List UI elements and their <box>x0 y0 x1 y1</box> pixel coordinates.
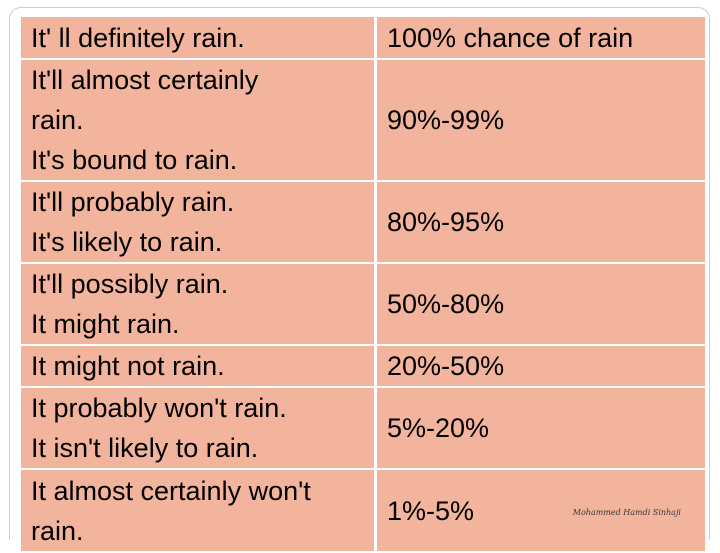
rain-probability-table: It' ll definitely rain. 100% chance of r… <box>21 17 705 553</box>
table-row: It' ll definitely rain. 100% chance of r… <box>21 17 705 60</box>
probability-cell: 5%-20% <box>375 387 705 470</box>
phrase-text: It'll probably rain. <box>31 187 235 217</box>
phrase-cell: It'll almost certainly rain. It's bound … <box>21 59 377 182</box>
phrase-text: It' ll definitely rain. <box>31 22 245 53</box>
phrase-text: It almost certainly won't <box>31 475 311 506</box>
phrase-text: rain. <box>31 105 84 135</box>
probability-cell: 20%-50% <box>375 345 705 388</box>
table-row: It probably won't rain. It isn't likely … <box>21 387 705 470</box>
probability-cell: 100% chance of rain <box>375 17 705 60</box>
probability-cell: 90%-99% <box>375 59 705 182</box>
phrase-cell: It probably won't rain. It isn't likely … <box>21 387 377 470</box>
phrase-text: It probably won't rain. <box>31 393 287 423</box>
phrase-text: It'll possibly rain. <box>31 269 229 299</box>
phrase-text: It isn't likely to rain. <box>31 433 259 463</box>
probability-text: 50%-80% <box>387 289 505 319</box>
phrase-cell: It'll probably rain. It's likely to rain… <box>21 181 377 264</box>
probability-text: 5%-20% <box>387 413 490 443</box>
table-row: It'll almost certainly rain. It's bound … <box>21 59 705 182</box>
probability-text: 20%-50% <box>387 351 505 381</box>
table-row: It might not rain. 20%-50% <box>21 345 705 388</box>
probability-text: 90%-99% <box>387 105 505 135</box>
slide-frame <box>9 7 710 540</box>
probability-text: 1%-5% <box>387 495 475 526</box>
phrase-text: It might rain. <box>31 309 180 339</box>
probability-cell: 1%-5% Mohammed Hamdi Sinhaji <box>375 469 705 553</box>
probability-cell: 80%-95% <box>375 181 705 264</box>
probability-cell: 50%-80% <box>375 263 705 346</box>
probability-text: 100% chance of rain <box>387 22 634 53</box>
table-row: It'll possibly rain. It might rain. 50%-… <box>21 263 705 346</box>
phrase-cell: It'll possibly rain. It might rain. <box>21 263 377 346</box>
phrase-text: It'll almost certainly <box>31 65 259 95</box>
phrase-text: It's bound to rain. <box>31 145 238 175</box>
phrase-cell: It might not rain. <box>21 345 377 388</box>
author-signature: Mohammed Hamdi Sinhaji <box>572 507 681 517</box>
phrase-text: It might not rain. <box>31 351 225 381</box>
probability-text: 80%-95% <box>387 207 505 237</box>
phrase-cell: It' ll definitely rain. <box>21 17 377 60</box>
phrase-text: rain. <box>31 515 84 546</box>
table-row: It'll probably rain. It's likely to rain… <box>21 181 705 264</box>
phrase-text: It's likely to rain. <box>31 227 223 257</box>
probability-wrap: 1%-5% Mohammed Hamdi Sinhaji <box>387 491 705 531</box>
